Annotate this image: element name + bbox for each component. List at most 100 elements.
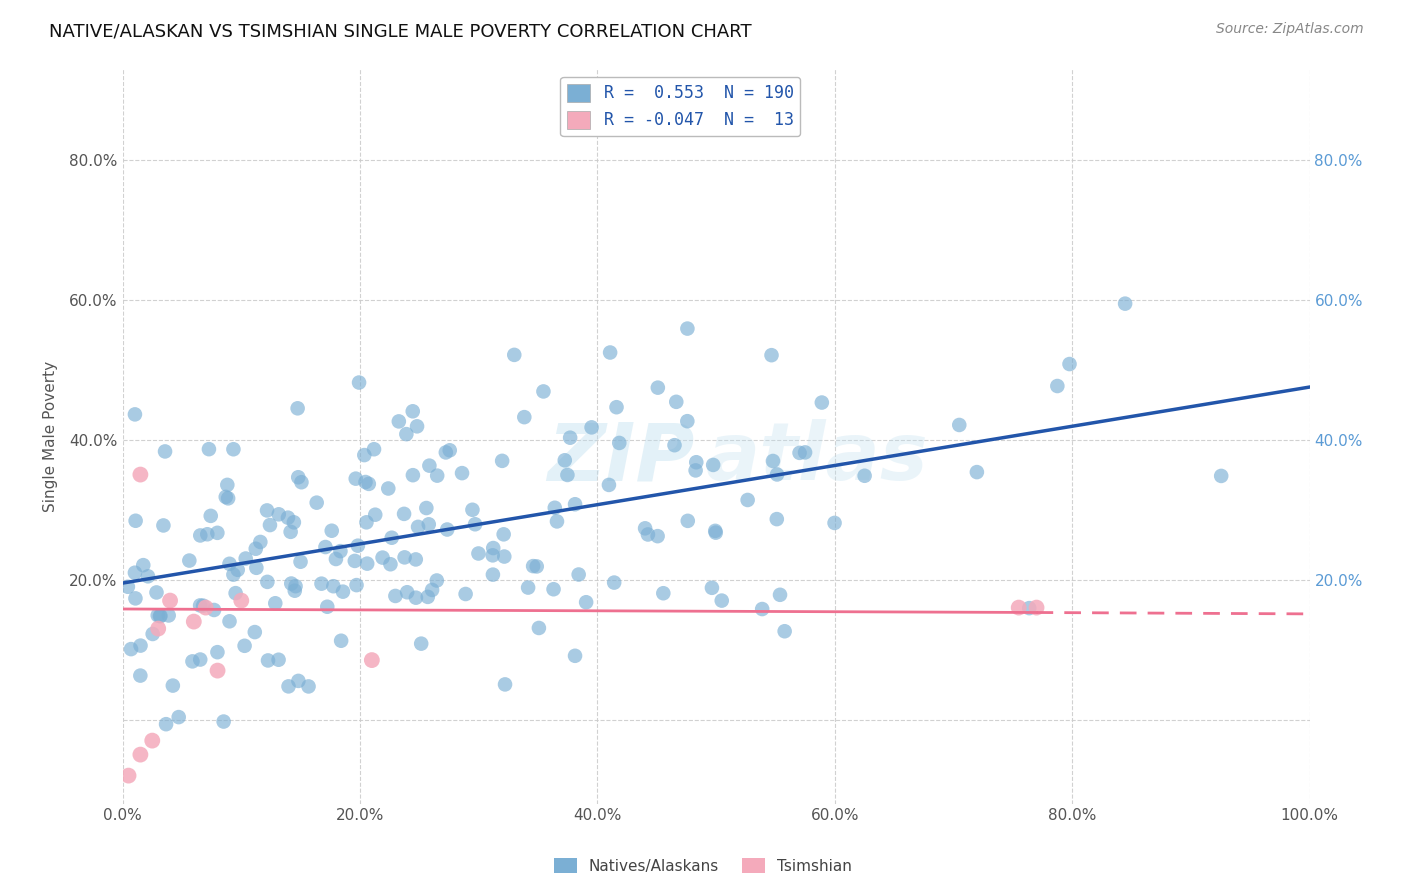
Text: Source: ZipAtlas.com: Source: ZipAtlas.com bbox=[1216, 22, 1364, 37]
Point bbox=[226, 563, 249, 577]
Point bbox=[554, 453, 576, 467]
Y-axis label: Single Male Poverty: Single Male Poverty bbox=[44, 360, 58, 512]
Point bbox=[283, 516, 305, 530]
Point bbox=[647, 529, 669, 543]
Point bbox=[347, 376, 370, 390]
Point bbox=[117, 769, 139, 783]
Point bbox=[406, 520, 429, 534]
Point bbox=[1008, 600, 1031, 615]
Point bbox=[267, 653, 290, 667]
Point bbox=[710, 593, 733, 607]
Point bbox=[436, 523, 458, 537]
Point bbox=[356, 557, 378, 571]
Point bbox=[153, 444, 176, 458]
Point bbox=[194, 600, 217, 615]
Point bbox=[394, 550, 416, 565]
Point bbox=[762, 454, 785, 468]
Point bbox=[564, 648, 586, 663]
Point bbox=[371, 550, 394, 565]
Point bbox=[132, 558, 155, 573]
Point bbox=[159, 593, 181, 607]
Point bbox=[146, 608, 169, 623]
Point bbox=[664, 438, 686, 452]
Point bbox=[405, 552, 427, 566]
Point bbox=[527, 621, 550, 635]
Point bbox=[704, 524, 727, 538]
Point bbox=[1211, 469, 1233, 483]
Point bbox=[1018, 601, 1040, 615]
Point bbox=[207, 645, 229, 659]
Point bbox=[418, 517, 440, 532]
Point bbox=[564, 497, 586, 511]
Point bbox=[218, 557, 240, 571]
Point bbox=[155, 717, 177, 731]
Point bbox=[665, 394, 688, 409]
Point bbox=[120, 642, 142, 657]
Point bbox=[557, 467, 579, 482]
Point bbox=[607, 436, 630, 450]
Point bbox=[222, 442, 245, 457]
Point bbox=[249, 535, 271, 549]
Point bbox=[188, 652, 211, 666]
Point bbox=[546, 515, 568, 529]
Point bbox=[188, 599, 211, 613]
Point bbox=[357, 476, 380, 491]
Point bbox=[284, 583, 307, 598]
Point bbox=[277, 679, 299, 693]
Point bbox=[637, 527, 659, 541]
Point bbox=[290, 555, 312, 569]
Point bbox=[454, 587, 477, 601]
Point bbox=[245, 541, 267, 556]
Point bbox=[183, 615, 205, 629]
Point bbox=[685, 455, 707, 469]
Point bbox=[966, 465, 988, 479]
Point bbox=[264, 596, 287, 610]
Point bbox=[392, 507, 415, 521]
Point bbox=[396, 585, 419, 599]
Point bbox=[568, 567, 591, 582]
Point bbox=[704, 525, 727, 540]
Point bbox=[461, 502, 484, 516]
Point bbox=[287, 401, 309, 416]
Point bbox=[346, 578, 368, 592]
Point bbox=[1114, 296, 1136, 310]
Point bbox=[202, 603, 225, 617]
Point bbox=[737, 493, 759, 508]
Point bbox=[354, 475, 377, 489]
Point bbox=[124, 591, 146, 606]
Point bbox=[702, 458, 724, 472]
Point bbox=[235, 551, 257, 566]
Point bbox=[685, 463, 707, 477]
Point bbox=[259, 518, 281, 533]
Point bbox=[124, 408, 146, 422]
Point bbox=[195, 527, 218, 541]
Point bbox=[364, 508, 387, 522]
Point bbox=[482, 541, 505, 555]
Point bbox=[575, 595, 598, 609]
Point bbox=[1025, 600, 1047, 615]
Legend: Natives/Alaskans, Tsimshian: Natives/Alaskans, Tsimshian bbox=[548, 852, 858, 880]
Point bbox=[344, 472, 367, 486]
Point bbox=[316, 599, 339, 614]
Point bbox=[598, 478, 620, 492]
Point bbox=[305, 496, 328, 510]
Point bbox=[162, 679, 184, 693]
Point bbox=[543, 582, 565, 597]
Point bbox=[129, 668, 152, 682]
Point bbox=[482, 567, 505, 582]
Point bbox=[356, 516, 378, 530]
Point bbox=[467, 547, 489, 561]
Point bbox=[451, 466, 474, 480]
Point bbox=[149, 609, 172, 624]
Point bbox=[761, 348, 783, 362]
Point bbox=[765, 512, 787, 526]
Point bbox=[634, 521, 657, 535]
Point bbox=[343, 554, 366, 568]
Point bbox=[513, 410, 536, 425]
Point bbox=[330, 633, 353, 648]
Point bbox=[605, 401, 627, 415]
Point bbox=[222, 567, 245, 582]
Point bbox=[789, 446, 811, 460]
Point bbox=[676, 514, 699, 528]
Point bbox=[599, 345, 621, 359]
